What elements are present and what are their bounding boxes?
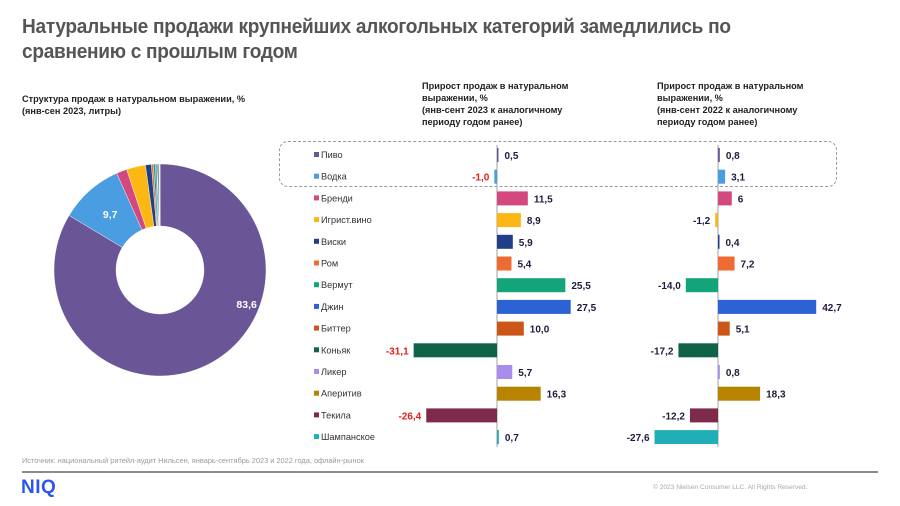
growth-2023-bar: [497, 148, 499, 162]
growth-2023-value-label: -1,0: [472, 173, 490, 184]
category-label: Биттер: [321, 324, 351, 334]
growth-2022-bar: [678, 343, 718, 358]
category-label: Бренди: [321, 193, 353, 203]
highlight-box-beer-vodka: [279, 141, 837, 187]
growth-2022-value-label: -27,6: [627, 433, 650, 444]
footer-divider: [22, 471, 878, 473]
growth-2023-value-label: 16,3: [547, 390, 567, 401]
category-label: Джин: [321, 302, 344, 312]
growth-2023-value-label: 5,9: [519, 238, 533, 249]
growth-2023-value-label: 10,0: [530, 325, 550, 336]
legend-marker: [314, 238, 319, 244]
legend-marker: [314, 260, 319, 266]
donut-data-label: 83,6: [236, 299, 257, 311]
donut-chart: 83,6 9,7: [53, 163, 267, 377]
growth-2023-value-label: 27,5: [577, 303, 597, 314]
legend-marker: [314, 282, 319, 288]
page-title: Натуральные продажи крупнейших алкогольн…: [22, 15, 731, 63]
growth-2023-value-label: 8,9: [527, 216, 541, 227]
donut-data-label: 9,7: [103, 209, 118, 221]
category-label: Шампанское: [321, 432, 375, 442]
category-label: Ром: [321, 259, 338, 269]
growth-2022-value-label: 6: [738, 194, 744, 205]
category-label: Пиво: [321, 150, 343, 160]
legend-marker: [314, 195, 319, 201]
growth-2023-bar: [497, 256, 512, 271]
growth-2023-value-label: -31,1: [386, 346, 409, 357]
growth-2023-value-label: 0,5: [505, 151, 519, 162]
growth-2023-bar: [497, 321, 524, 336]
growth-2022-bar: [715, 213, 718, 228]
legend-marker: [314, 434, 319, 440]
growth-2023-bar: [426, 408, 497, 423]
growth-2023-value-label: 0,7: [505, 433, 519, 444]
growth-2023-subtitle: Прирост продаж в натуральном выражении, …: [422, 81, 569, 127]
growth-2022-value-label: 5,1: [736, 325, 750, 336]
growth-2022-bar: [685, 278, 718, 293]
growth-2022-value-label: 0,8: [726, 368, 740, 379]
growth-2023-bar: [413, 343, 497, 358]
growth-2022-value-label: -14,0: [658, 281, 681, 292]
growth-2023-bar: [497, 365, 513, 379]
growth-2022-value-label: -12,2: [662, 411, 685, 422]
category-label: Коньяк: [321, 345, 351, 355]
growth-2023-bar: [497, 386, 541, 401]
growth-2023-value-label: 25,5: [571, 281, 591, 292]
growth-2023-value-label: 5,4: [517, 260, 531, 271]
growth-2022-bar: [718, 256, 735, 271]
legend-marker: [314, 412, 319, 418]
category-label: Аперитив: [321, 389, 362, 399]
category-label: Ликер: [321, 367, 347, 377]
category-label: Водка: [321, 172, 348, 182]
growth-2023-bar: [497, 191, 528, 206]
growth-2023-value-label: -26,4: [398, 411, 421, 422]
growth-2022-subtitle: Прирост продаж в натуральном выражении, …: [657, 81, 804, 127]
growth-bar-charts: Пиво Водка Бренди Игрист.вино Виски Ром Вермут…: [314, 145, 842, 448]
growth-2023-bar: [497, 299, 571, 314]
growth-2022-bar: [718, 234, 720, 249]
growth-2023-value-label: 5,7: [518, 368, 532, 379]
copyright-text: © 2023 Nielsen Consumer LLC. All Rights …: [653, 484, 808, 491]
legend-marker: [314, 173, 319, 179]
growth-2022-value-label: -17,2: [651, 346, 674, 357]
growth-2023-bar: [497, 213, 521, 228]
growth-2022-value-label: 3,1: [731, 173, 745, 184]
growth-2022-value-label: 0,4: [726, 238, 740, 249]
growth-2022-bar: [718, 365, 720, 379]
growth-2022-bar: [718, 299, 817, 314]
legend-marker: [314, 390, 319, 396]
growth-2023-bar: [497, 234, 513, 249]
donut-chart-subtitle: Структура продаж в натуральном выражении…: [22, 94, 245, 116]
growth-2022-value-label: 18,3: [766, 390, 786, 401]
growth-2022-bar: [718, 148, 720, 162]
legend-marker: [314, 325, 319, 331]
growth-2022-bar: [654, 430, 718, 445]
legend-marker: [314, 347, 319, 353]
growth-2022-bar: [718, 191, 732, 206]
growth-2022-bar: [718, 321, 730, 336]
growth-2022-value-label: 0,8: [726, 151, 740, 162]
category-label: Вермут: [321, 280, 353, 290]
legend-marker: [314, 369, 319, 374]
niq-logo: NIQ: [21, 477, 57, 498]
growth-2023-bar: [497, 278, 566, 293]
legend-marker: [314, 303, 319, 309]
growth-2022-value-label: 42,7: [822, 303, 842, 314]
growth-2023-value-label: 11,5: [534, 194, 553, 205]
category-label: Виски: [321, 237, 346, 247]
growth-2023-bar: [497, 430, 499, 445]
category-label: Текила: [321, 410, 352, 420]
growth-2022-value-label: 7,2: [741, 260, 755, 271]
growth-2022-bar: [718, 169, 726, 184]
legend-marker: [314, 217, 319, 223]
growth-2023-bar: [494, 169, 497, 184]
category-label: Игрист.вино: [321, 215, 372, 225]
growth-2022-bar: [689, 408, 718, 423]
growth-2022-value-label: -1,2: [693, 216, 711, 227]
growth-2022-bar: [718, 386, 761, 401]
legend-marker: [314, 152, 319, 157]
source-note: Источник: национальный ритейл-аудит Ниль…: [22, 456, 364, 465]
